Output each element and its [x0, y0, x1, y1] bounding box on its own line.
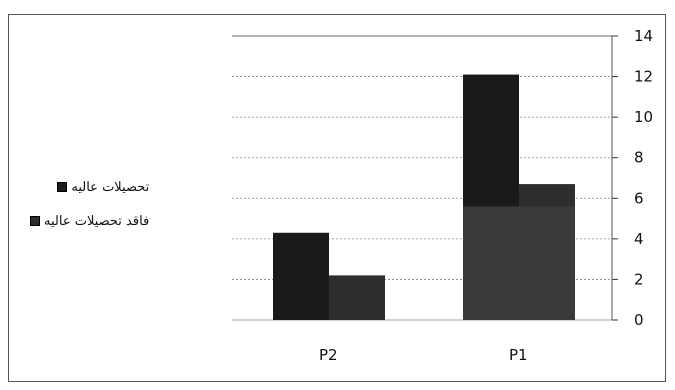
y-tick-label: 6: [634, 189, 644, 207]
legend-swatch-series-2: [30, 216, 40, 226]
y-tick-label: 12: [634, 68, 653, 86]
y-tick-label: 10: [634, 108, 653, 126]
legend-label-series-1: تحصیلات عالیه: [71, 179, 150, 195]
bar-p2-series-2: [329, 275, 385, 320]
x-category-label-p2: P2: [319, 346, 338, 364]
y-tick-label: 0: [634, 311, 644, 329]
legend-item-series-1: تحصیلات عالیه: [30, 176, 149, 198]
legend-item-series-2: فاقد تحصیلات عالیه: [30, 210, 149, 232]
chart-frame: [8, 14, 666, 382]
y-tick-label: 4: [634, 230, 644, 248]
y-tick-label: 14: [634, 27, 653, 45]
y-tick-label: 8: [634, 149, 644, 167]
bar-p2-series-1: [273, 232, 329, 320]
chart-legend: تحصیلات عالیه فاقد تحصیلات عالیه: [30, 176, 149, 232]
legend-swatch-series-1: [57, 182, 68, 192]
x-category-label-p1: P1: [509, 346, 528, 364]
legend-label-series-2: فاقد تحصیلات عالیه: [44, 213, 150, 229]
bar-p1-lower-segment: [463, 206, 575, 320]
y-tick-label: 2: [634, 270, 644, 288]
